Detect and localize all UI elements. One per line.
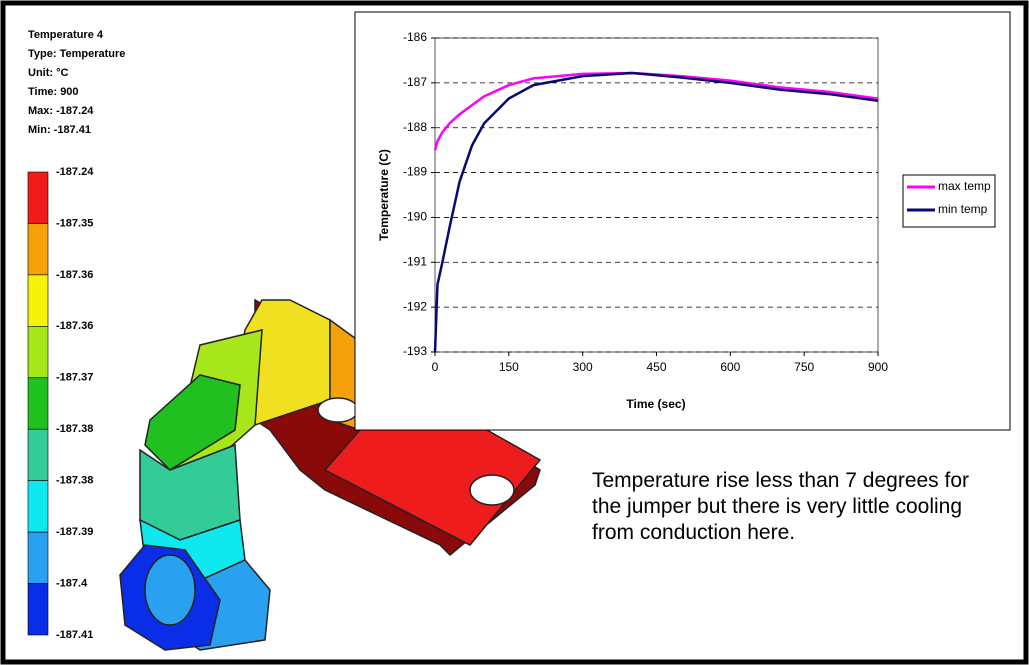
y-tick-label: -187 bbox=[403, 75, 427, 89]
legend-label: max temp bbox=[938, 179, 991, 193]
color-band bbox=[28, 584, 48, 635]
color-level-label: -187.4 bbox=[56, 577, 88, 589]
color-level-label: -187.36 bbox=[56, 320, 93, 332]
result-info: Time: 900 bbox=[28, 86, 79, 98]
x-tick-label: 300 bbox=[573, 360, 593, 374]
color-level-label: -187.39 bbox=[56, 526, 93, 538]
x-tick-label: 750 bbox=[794, 360, 814, 374]
color-band bbox=[28, 223, 48, 274]
x-tick-label: 0 bbox=[432, 360, 439, 374]
y-tick-label: -188 bbox=[403, 120, 427, 134]
x-tick-label: 900 bbox=[868, 360, 888, 374]
color-band bbox=[28, 378, 48, 429]
color-level-label: -187.38 bbox=[56, 475, 93, 487]
x-tick-label: 600 bbox=[720, 360, 740, 374]
legend-label: min temp bbox=[938, 202, 988, 216]
color-level-label: -187.24 bbox=[56, 166, 94, 178]
caption: Temperature rise less than 7 degrees for… bbox=[592, 468, 992, 546]
color-band bbox=[28, 481, 48, 532]
y-tick-label: -193 bbox=[403, 344, 427, 358]
color-level-label: -187.38 bbox=[56, 423, 93, 435]
x-tick-label: 450 bbox=[646, 360, 666, 374]
y-tick-label: -190 bbox=[403, 210, 427, 224]
slide: Temperature (C) Time (sec) Temperature 4… bbox=[0, 0, 1029, 665]
y-tick-label: -192 bbox=[403, 299, 427, 313]
x-tick-label: 150 bbox=[499, 360, 519, 374]
color-band bbox=[28, 172, 48, 223]
color-band bbox=[28, 532, 48, 583]
canvas: Temperature (C) Time (sec) Temperature 4… bbox=[0, 0, 1029, 665]
y-tick-label: -186 bbox=[403, 30, 427, 44]
result-info: Type: Temperature bbox=[28, 48, 125, 60]
y-axis-label: Temperature (C) bbox=[377, 149, 391, 241]
color-band bbox=[28, 326, 48, 377]
result-info: Unit: °C bbox=[28, 67, 69, 79]
x-axis-label: Time (sec) bbox=[626, 397, 685, 411]
y-tick-label: -189 bbox=[403, 165, 427, 179]
color-level-label: -187.36 bbox=[56, 269, 93, 281]
color-band bbox=[28, 275, 48, 326]
color-level-label: -187.41 bbox=[56, 629, 93, 641]
color-level-label: -187.35 bbox=[56, 217, 93, 229]
color-band bbox=[28, 429, 48, 480]
y-tick-label: -191 bbox=[403, 254, 427, 268]
result-info: Temperature 4 bbox=[28, 29, 104, 41]
result-info: Max: -187.24 bbox=[28, 105, 94, 117]
result-info: Min: -187.41 bbox=[28, 124, 91, 136]
plot-area bbox=[435, 38, 878, 352]
color-level-label: -187.37 bbox=[56, 372, 93, 384]
